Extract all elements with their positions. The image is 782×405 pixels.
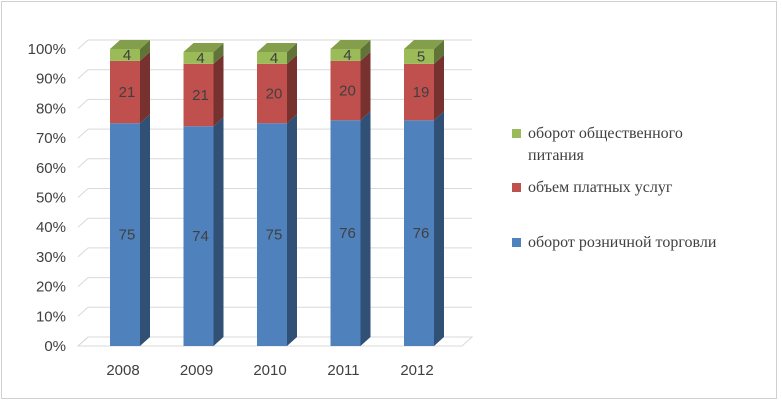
legend-label: оборот общественного	[528, 125, 683, 142]
data-label: 76	[339, 225, 356, 242]
bar-segment	[110, 123, 140, 346]
bar-segment-side	[213, 42, 224, 64]
legend-label: оборот розничной торговли	[528, 234, 717, 251]
bar-segment	[330, 60, 361, 121]
bar-segment	[404, 63, 434, 121]
bar-segment	[257, 123, 287, 346]
gridline-depth	[77, 158, 89, 169]
gridline-depth	[77, 277, 89, 287]
data-label: 74	[192, 228, 209, 245]
data-label: 4	[196, 50, 204, 67]
bar-segment	[330, 49, 361, 61]
legend-swatch	[512, 183, 521, 192]
bar-segment	[183, 126, 214, 346]
bar-segment-side	[434, 54, 444, 121]
y-tick-label: 60%	[36, 160, 66, 177]
legend-label: питания	[528, 147, 585, 164]
data-label: 21	[192, 87, 209, 104]
gridline-depth	[77, 69, 89, 80]
bar-segment-side	[140, 51, 150, 124]
legend-swatch	[512, 238, 521, 247]
gridline-depth	[77, 39, 89, 50]
bar-segment	[110, 49, 140, 61]
bar-segment-side	[213, 117, 224, 346]
bar-segment	[183, 51, 214, 64]
y-tick-label: 80%	[36, 100, 66, 117]
bar-segment-side	[434, 40, 444, 64]
gridline-depth	[77, 217, 89, 228]
gridline-depth	[77, 128, 89, 139]
data-label: 20	[339, 83, 356, 100]
bar-segment	[404, 49, 434, 64]
bar-segment	[110, 60, 140, 124]
bar-segment-side	[140, 40, 150, 61]
bar-segment	[257, 63, 287, 124]
data-label: 75	[266, 227, 283, 244]
bar-segment-side	[287, 114, 297, 346]
bar-segment	[183, 63, 214, 127]
data-label: 5	[417, 48, 425, 65]
bar-segment-side	[213, 54, 224, 127]
y-tick-label: 30%	[36, 249, 66, 266]
x-tick-label: 2010	[253, 362, 286, 379]
gridline-depth	[77, 247, 89, 258]
bar-segment-top	[110, 40, 150, 49]
bar-segment-side	[360, 40, 371, 61]
bar-segment-side	[360, 111, 371, 346]
data-label: 20	[266, 86, 283, 103]
y-tick-label: 70%	[36, 130, 66, 147]
x-tick-label: 2012	[400, 362, 433, 379]
y-tick-label: 20%	[36, 279, 66, 296]
bar-segment-top	[183, 42, 224, 52]
gridline-depth	[77, 306, 89, 317]
gridline-depth	[77, 99, 89, 109]
y-tick-label: 90%	[36, 71, 66, 88]
x-tick-label: 2011	[327, 362, 359, 379]
data-label: 4	[270, 50, 278, 67]
bar-segment-side	[287, 42, 297, 64]
bar-segment-side	[360, 51, 371, 121]
data-label: 75	[119, 227, 136, 244]
data-label: 76	[413, 225, 430, 242]
y-tick-label: 50%	[36, 190, 66, 207]
legend-swatch	[512, 129, 521, 138]
y-tick-label: 0%	[44, 338, 66, 355]
bar-segment-side	[434, 111, 444, 346]
x-tick-label: 2008	[106, 362, 139, 379]
bar-segment	[404, 120, 434, 346]
data-label: 19	[413, 84, 430, 101]
bar-segment-side	[287, 54, 297, 124]
data-label: 21	[119, 84, 136, 101]
bar-segment-top	[257, 42, 297, 52]
x-tick-label: 2009	[180, 362, 213, 379]
data-label: 4	[123, 47, 131, 64]
gridline-depth	[77, 188, 89, 198]
legend-label: объем платных услуг	[528, 179, 673, 196]
bar-segment	[330, 120, 361, 346]
bar-segment-top	[330, 40, 371, 49]
bar-segment	[257, 51, 287, 64]
bar-segment-top	[404, 40, 444, 49]
data-label: 4	[343, 47, 351, 64]
gridline-depth	[77, 336, 89, 347]
y-tick-label: 10%	[36, 308, 66, 325]
y-tick-label: 40%	[36, 219, 66, 236]
y-tick-label: 100%	[28, 41, 66, 58]
bar-segment-side	[140, 114, 150, 346]
